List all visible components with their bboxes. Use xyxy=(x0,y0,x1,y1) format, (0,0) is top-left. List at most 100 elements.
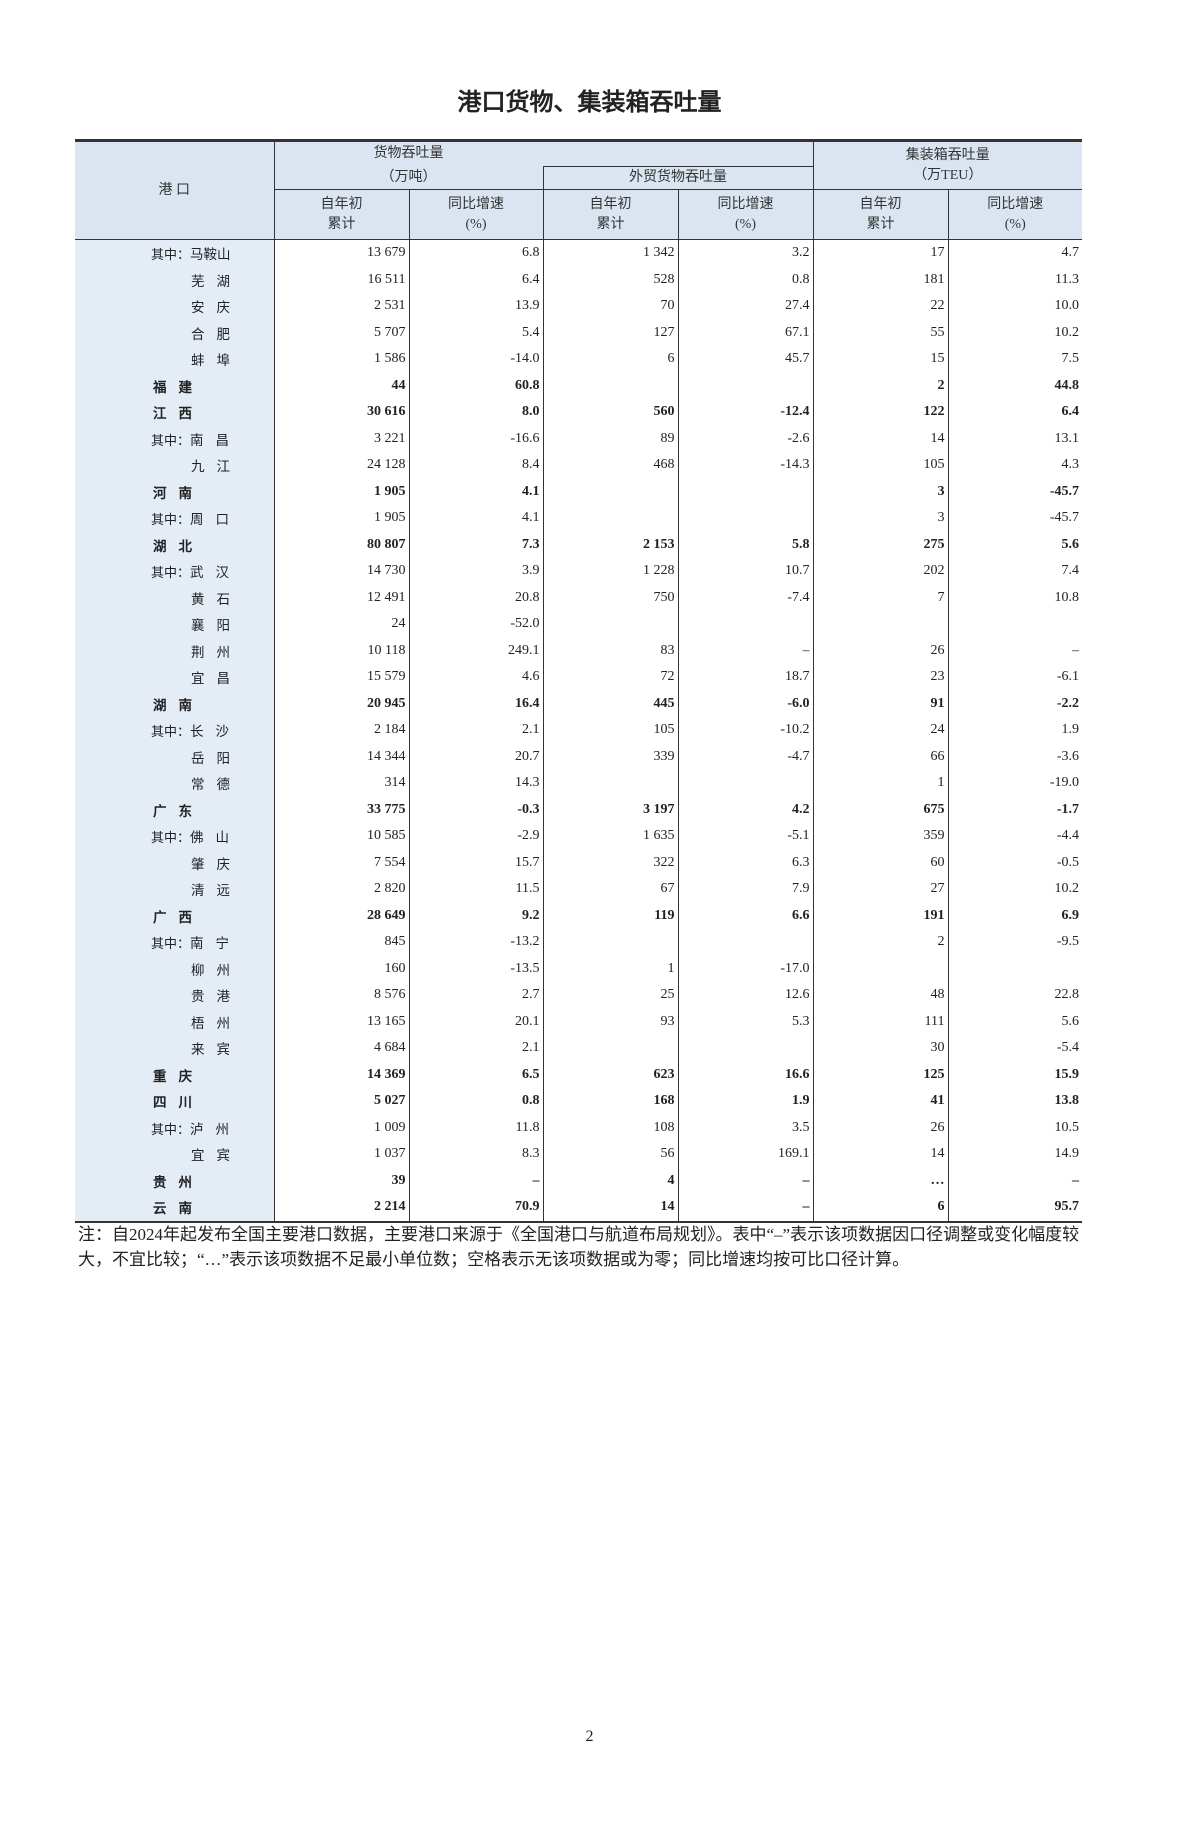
cell: 10 585 xyxy=(273,823,409,850)
row-name: 芜湖 xyxy=(75,266,274,293)
cell: 20 945 xyxy=(273,690,409,717)
port-row: 宜宾 1 037 8.3 56 169.1 14 14.9 xyxy=(75,1141,1082,1168)
port-row: 其中：佛山 10 585 -2.9 1 635 -5.1 359 -4.4 xyxy=(75,823,1082,850)
port-name: 梧州 xyxy=(191,1015,242,1031)
cell: 13.8 xyxy=(947,1088,1082,1115)
cell: 15 579 xyxy=(273,664,409,691)
cell: 22 xyxy=(812,293,948,320)
port-name: 武汉 xyxy=(190,565,242,581)
row-name: 广东 xyxy=(75,796,274,823)
province-name: 湖北 xyxy=(153,538,204,554)
cell: 5.8 xyxy=(677,531,813,558)
port-row: 柳州 160 -13.5 1 -17.0 xyxy=(75,955,1082,982)
cell: 3 xyxy=(812,478,948,505)
port-name: 肇庆 xyxy=(191,856,242,872)
cell: 12 491 xyxy=(273,584,409,611)
cell: 14.9 xyxy=(947,1141,1082,1168)
cell: 3 221 xyxy=(273,425,409,452)
row-name: 宜宾 xyxy=(75,1141,274,1168)
cell: 169.1 xyxy=(677,1141,813,1168)
row-name: 常德 xyxy=(75,770,274,797)
title: 港口货物、集装箱吞吐量 xyxy=(457,88,722,116)
cell: 8.3 xyxy=(408,1141,543,1168)
cell: 3 xyxy=(812,505,948,532)
cell: 5.6 xyxy=(947,531,1082,558)
port-row: 其中：长沙 2 184 2.1 105 -10.2 24 1.9 xyxy=(75,717,1082,744)
cell: 55 xyxy=(812,319,948,346)
cell: 4.6 xyxy=(408,664,543,691)
cell: 10 118 xyxy=(273,637,409,664)
province-row: 湖南 20 945 16.4 445 -6.0 91 -2.2 xyxy=(75,690,1082,717)
cell: 56 xyxy=(542,1141,678,1168)
cell: 2 184 xyxy=(273,717,409,744)
cell: 2.1 xyxy=(408,717,543,744)
cell: – xyxy=(947,637,1082,664)
row-name: 其中：南宁 xyxy=(75,929,274,956)
cell: 6.3 xyxy=(677,849,813,876)
cell: 14 xyxy=(542,1194,678,1223)
cell: 1.9 xyxy=(947,717,1082,744)
row-name: 重庆 xyxy=(75,1061,274,1088)
port-row: 荆州 10 118 249.1 83–26– xyxy=(75,637,1082,664)
cell: 7 xyxy=(812,584,948,611)
port-name: 芜湖 xyxy=(191,273,242,289)
cell: 15 xyxy=(812,346,948,373)
prefix: 其中： xyxy=(151,724,191,740)
cell: – xyxy=(677,637,813,664)
cell: 67 xyxy=(542,876,678,903)
cell: 44.8 xyxy=(947,372,1082,399)
sub-header: 自年初 累计 xyxy=(542,189,678,240)
cell: 1 586 xyxy=(273,346,409,373)
sub-header-line: (%) xyxy=(735,216,756,232)
port-name: 贵港 xyxy=(191,989,242,1005)
sub-header-line: 累计 xyxy=(327,216,356,232)
port-row: 蚌埠 1 586 -14.0 6 45.7 15 7.5 xyxy=(75,346,1082,373)
cell: -2.6 xyxy=(677,425,813,452)
cell: 7.5 xyxy=(947,346,1082,373)
row-name: 其中：马鞍山 xyxy=(75,239,274,267)
cell: 13 165 xyxy=(273,1008,409,1035)
cell: -52.0 xyxy=(408,611,543,638)
note: 注：自2024年起发布全国主要港口数据，主要港口来源于《全国港口与航道布局规划》… xyxy=(78,1225,1080,1269)
cell xyxy=(542,1035,678,1062)
cell: – xyxy=(408,1167,543,1194)
cell: – xyxy=(947,1167,1082,1194)
port-row: 岳阳 14 344 20.7 339 -4.7 66 -3.6 xyxy=(75,743,1082,770)
cell xyxy=(677,929,813,956)
cell: -5.4 xyxy=(947,1035,1082,1062)
prefix: 其中： xyxy=(151,936,191,952)
cell: -4.7 xyxy=(677,743,813,770)
cell: 16 511 xyxy=(273,266,409,293)
port-name: 襄阳 xyxy=(191,618,242,634)
prefix: 其中： xyxy=(151,1121,191,1137)
cell: 11.3 xyxy=(947,266,1082,293)
cell xyxy=(677,478,813,505)
cell: 8.4 xyxy=(408,452,543,479)
cell: 23 xyxy=(812,664,948,691)
header-cargo-unit: （万吨） xyxy=(273,166,543,190)
province-name: 江西 xyxy=(153,406,204,422)
cell: 7.3 xyxy=(408,531,543,558)
cell: 108 xyxy=(542,1114,678,1141)
province-name: 贵州 xyxy=(153,1174,204,1190)
cell xyxy=(677,770,813,797)
row-name: 蚌埠 xyxy=(75,346,274,373)
cell: 80 807 xyxy=(273,531,409,558)
cell: 6.4 xyxy=(947,399,1082,426)
cell: 8.0 xyxy=(408,399,543,426)
cell: 45.7 xyxy=(677,346,813,373)
cell: -14.0 xyxy=(408,346,543,373)
cell: 1 xyxy=(812,770,948,797)
cell: 9.2 xyxy=(408,902,543,929)
province-name: 云南 xyxy=(153,1201,204,1217)
province-name: 福建 xyxy=(153,379,204,395)
cell: 119 xyxy=(542,902,678,929)
sub-header: 同比增速 (%) xyxy=(947,189,1082,240)
sub-header: 自年初 累计 xyxy=(812,189,948,240)
port-row: 清远 2 820 11.5 67 7.9 27 10.2 xyxy=(75,876,1082,903)
province-row: 福建 44 60.8 2 44.8 xyxy=(75,372,1082,399)
cell: 14.3 xyxy=(408,770,543,797)
cell: 6.8 xyxy=(408,239,543,267)
row-name: 清远 xyxy=(75,876,274,903)
port-row: 其中：泸州 1 009 11.8 108 3.5 26 10.5 xyxy=(75,1114,1082,1141)
